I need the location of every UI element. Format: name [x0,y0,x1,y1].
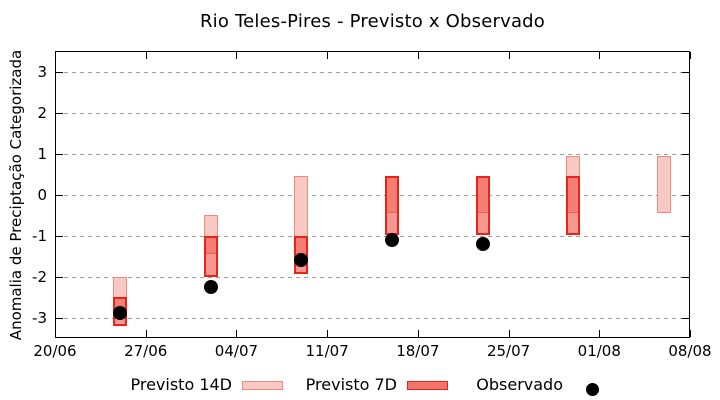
x-tick-label: 20/06 [33,342,77,360]
y-tick-mark-left [56,153,63,155]
x-tick-mark-bottom [236,330,238,337]
x-tick-label: 27/06 [124,342,168,360]
y-tick-label: 3 [37,62,47,81]
observado-dot [112,306,127,321]
x-tick-mark-bottom [508,330,510,337]
y-tick-label: -1 [32,226,47,245]
y-tick-mark-right [682,112,689,114]
x-tick-mark-bottom [417,330,419,337]
y-tick-label: 1 [37,144,47,163]
observado-dot [384,232,399,247]
x-tick-label: 01/08 [577,342,621,360]
grid-line [56,112,689,114]
legend-label-previsto-14d: Previsto 14D [130,375,232,394]
x-tick-mark-top [599,52,601,59]
previsto-7d-bar [203,235,218,277]
previsto-7d-bar [475,176,490,236]
grid-line [56,71,689,73]
grid-line [56,153,689,155]
y-tick-label: -2 [32,267,47,286]
x-tick-mark-bottom [327,330,329,337]
previsto-7d-bar [566,176,581,236]
y-tick-mark-right [682,276,689,278]
x-tick-mark-bottom [55,330,56,337]
x-tick-mark-top [417,52,419,59]
grid-line [56,194,689,196]
x-tick-label: 08/08 [668,342,712,360]
y-tick-label: 0 [37,185,47,204]
x-tick-mark-bottom [690,330,691,337]
x-tick-label: 25/07 [486,342,531,360]
x-tick-mark-bottom [145,330,147,337]
grid-line [56,276,689,278]
y-tick-mark-right [682,317,689,319]
y-tick-mark-left [56,71,63,73]
x-tick-label: 11/07 [305,342,349,360]
x-tick-mark-top [145,52,147,59]
x-tick-mark-top [690,52,691,59]
legend-observado-dot-icon [586,383,599,396]
previsto-7d-bar [384,176,399,236]
legend-swatch-previsto-14d-icon [242,381,283,390]
y-tick-mark-right [682,235,689,237]
x-tick-mark-top [508,52,510,59]
grid-line [56,235,689,237]
x-tick-mark-top [327,52,329,59]
previsto-14d-bar [657,155,672,213]
y-tick-mark-right [682,71,689,73]
x-tick-label: 18/07 [396,342,440,360]
y-tick-label: -3 [32,308,47,327]
observado-dot [475,236,490,251]
y-tick-mark-left [56,317,63,319]
y-tick-mark-right [682,153,689,155]
legend-label-previsto-7d: Previsto 7D [305,375,397,394]
observado-dot [294,253,309,268]
grid-line [56,317,689,319]
legend-swatch-previsto-7d-icon [407,381,448,390]
y-tick-mark-left [56,276,63,278]
y-tick-mark-right [682,194,689,196]
y-tick-mark-left [56,112,63,114]
chart-title: Rio Teles-Pires - Previsto x Observado [199,11,546,32]
x-tick-mark-top [55,52,56,59]
x-tick-mark-bottom [599,330,601,337]
x-tick-mark-top [236,52,238,59]
y-tick-mark-left [56,194,63,196]
y-tick-mark-left [56,235,63,237]
legend-label-observado: Observado [476,375,563,394]
observado-dot [203,279,218,294]
y-tick-label: 2 [37,103,47,122]
x-tick-label: 04/07 [214,342,259,360]
